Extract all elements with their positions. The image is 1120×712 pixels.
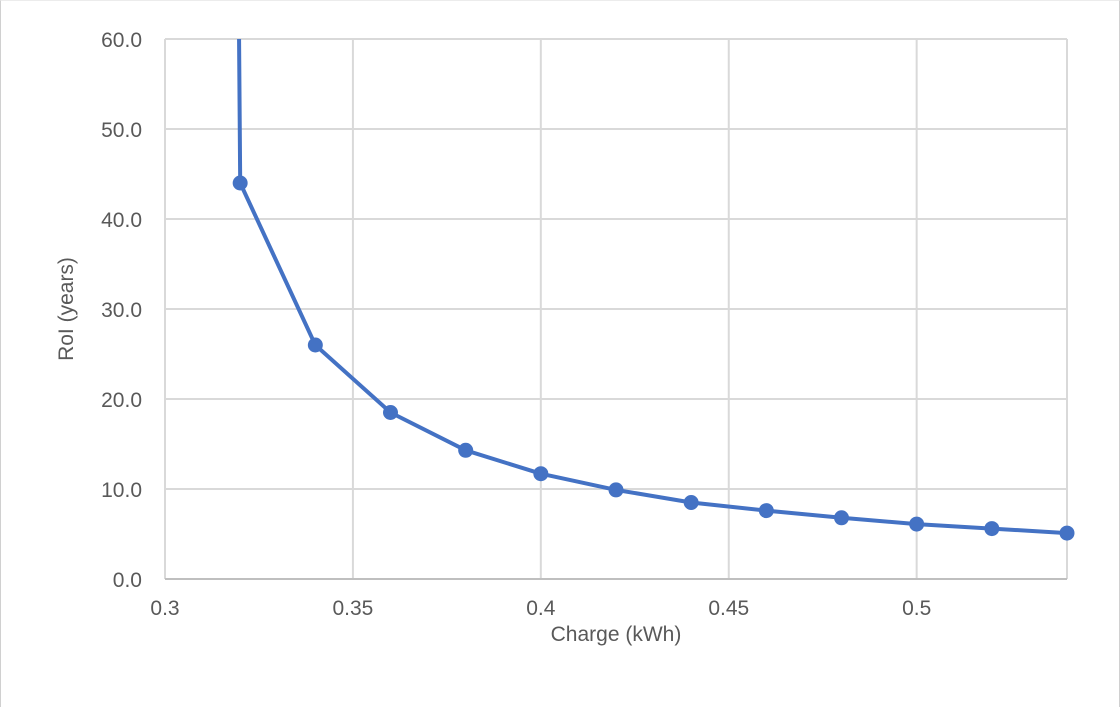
series-markers: [232, 175, 1075, 541]
data-point: [909, 516, 925, 532]
data-point: [533, 466, 549, 482]
data-point: [307, 337, 323, 353]
data-point: [758, 503, 774, 519]
y-tick-label: 60.0: [101, 29, 142, 52]
y-tick-label: 30.0: [101, 299, 142, 322]
data-point: [984, 521, 1000, 537]
x-axis-ticks: 0.3 0.35 0.4 0.45 0.5: [150, 597, 931, 620]
x-tick-label: 0.5: [902, 597, 931, 620]
x-axis-title: Charge (kWh): [551, 623, 682, 646]
y-tick-label: 10.0: [101, 479, 142, 502]
y-axis-ticks: 0.0 10.0 20.0 30.0 40.0 50.0 60.0: [101, 29, 142, 592]
data-point: [608, 482, 624, 498]
y-axis-title: RoI (years): [55, 257, 78, 361]
data-point: [232, 175, 248, 191]
y-tick-label: 20.0: [101, 389, 142, 412]
data-point: [458, 442, 474, 458]
x-tick-label: 0.3: [150, 597, 179, 620]
x-tick-label: 0.35: [332, 597, 373, 620]
data-point: [1059, 525, 1075, 541]
data-point: [683, 495, 699, 510]
series: [237, 39, 1068, 536]
y-tick-label: 50.0: [101, 119, 142, 142]
x-tick-label: 0.4: [526, 597, 556, 620]
y-tick-label: 40.0: [101, 209, 142, 232]
y-tick-label: 0.0: [113, 569, 142, 592]
data-point: [383, 405, 398, 420]
data-point: [834, 510, 849, 526]
gridlines: [164, 38, 1068, 579]
series-line: [237, 39, 1068, 536]
x-tick-label: 0.45: [708, 597, 749, 620]
